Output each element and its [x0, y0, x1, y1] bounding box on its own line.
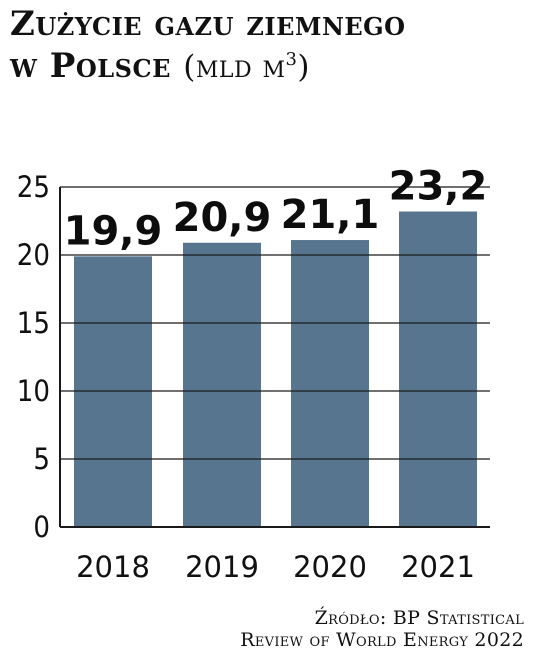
source-line2: Review of World Energy 2022 [240, 629, 524, 651]
y-tick-label: 0 [33, 510, 50, 544]
data-label-2019: 20,9 [173, 195, 272, 241]
data-label-2018: 19,9 [64, 208, 163, 254]
x-tick-label-2019: 2019 [185, 550, 259, 584]
y-tick-label: 25 [17, 170, 50, 204]
data-label-2020: 21,1 [281, 192, 380, 238]
bar-chart: 0 5 10 15 20 25 19,9 20,9 21,123,2 2018 2019 2020 20… [17, 163, 490, 584]
chart-unit: (mld m3) [183, 49, 310, 85]
x-tick-label-2021: 2021 [401, 550, 475, 584]
source-note: Źródło: BP Statistical Review of World E… [240, 607, 524, 651]
bar-2018 [74, 256, 152, 527]
source-line1: Źródło: BP Statistical [314, 607, 524, 629]
x-tick-label-2020: 2020 [293, 550, 367, 584]
chart-title-line2: w Polsce (mld m3) [10, 42, 530, 85]
bar-2019 [183, 242, 261, 527]
bar-2021 [399, 211, 477, 528]
chart-title-line2-text: w Polsce [10, 46, 171, 86]
data-label-2021: 23,2 [389, 163, 488, 209]
bar-2020 [291, 240, 369, 528]
chart-unit-superscript: 3 [285, 49, 298, 70]
y-tick-label: 15 [17, 306, 50, 340]
x-tick-label-2018: 2018 [76, 550, 150, 584]
y-tick-label: 5 [33, 442, 50, 476]
chart-unit-close: ) [297, 49, 311, 85]
y-tick-label: 10 [17, 374, 50, 408]
y-tick-label: 20 [17, 238, 50, 272]
chart-unit-text: (mld m [183, 49, 286, 85]
chart-title-line1: Zużycie gazu ziemnego [10, 4, 406, 44]
chart-title: Zużycie gazu ziemnego w Polsce (mld m3) [10, 6, 530, 85]
